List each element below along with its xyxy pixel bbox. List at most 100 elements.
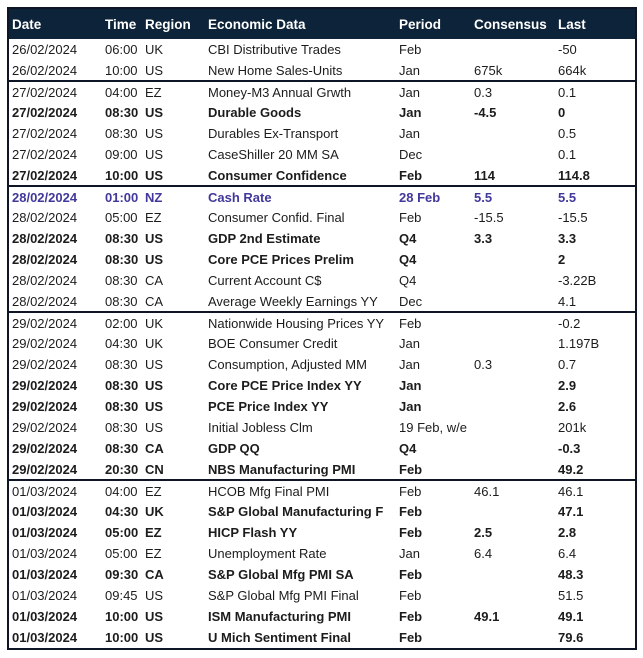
cell-region: UK <box>145 42 164 57</box>
table-row: 01/03/2024 04:30 UK S&P Global Manufacturin… <box>9 501 635 522</box>
cell-time: 06:00 <box>105 42 138 57</box>
cell-last: 49.1 <box>558 609 584 624</box>
cell-consensus <box>471 438 555 459</box>
cell-event: GDP 2nd Estimate <box>208 231 321 246</box>
cell-region: UK <box>145 336 164 351</box>
cell-region: US <box>145 231 164 246</box>
table-row: 28/02/2024 01:00 NZ Cash Rate 28 Feb 5.5 5.5 <box>9 185 635 207</box>
column-header-event: Economic Data <box>205 9 396 39</box>
cell-last: -15.5 <box>558 210 588 225</box>
cell-region: NZ <box>142 185 205 207</box>
cell-region: US <box>145 252 164 267</box>
table-row: 01/03/2024 09:45 US S&P Global Mfg PMI Fina… <box>9 585 635 606</box>
cell-event: Current Account C$ <box>208 273 322 288</box>
table-row: 01/03/2024 09:30 CA S&P Global Mfg PMI SA Fe… <box>9 564 635 585</box>
cell-last: 4.1 <box>558 293 577 309</box>
cell-event: HCOB Mfg Final PMI <box>205 479 396 501</box>
cell-period: Jan <box>399 399 422 414</box>
cell-region: US <box>145 378 164 393</box>
cell-event: S&P Global Manufacturing F <box>208 504 384 519</box>
cell-region: US <box>145 126 164 141</box>
cell-event: Average Weekly Earnings YY <box>208 293 378 309</box>
cell-last: 51.5 <box>558 588 584 603</box>
cell-time: 09:45 <box>105 588 138 603</box>
cell-region: US <box>145 147 164 162</box>
cell-event: CBI Distributive Trades <box>208 42 341 57</box>
cell-date: 01/03/2024 <box>12 525 78 540</box>
cell-date: 29/02/2024 <box>9 311 102 333</box>
cell-time: 02:00 <box>102 311 142 333</box>
column-header-region: Region <box>142 9 205 39</box>
cell-time: 08:30 <box>105 293 138 309</box>
cell-date: 29/02/2024 <box>12 336 78 351</box>
cell-event: S&P Global Mfg PMI SA <box>208 567 354 582</box>
cell-consensus: 46.1 <box>471 479 555 501</box>
cell-time: 05:00 <box>105 525 139 540</box>
cell-period: Jan <box>399 105 422 120</box>
cell-last: 46.1 <box>555 479 635 501</box>
cell-date: 29/02/2024 <box>12 461 78 477</box>
cell-consensus: 6.4 <box>474 546 493 561</box>
cell-last: 0.7 <box>558 357 577 372</box>
cell-consensus: -15.5 <box>474 210 504 225</box>
table-row: 28/02/2024 08:30 US GDP 2nd Estimate Q4 3.3 3.… <box>9 228 635 249</box>
cell-event: BOE Consumer Credit <box>208 336 338 351</box>
cell-date: 01/03/2024 <box>12 588 78 603</box>
cell-period: Feb <box>399 567 423 582</box>
cell-time: 08:30 <box>105 441 139 456</box>
cell-date: 28/02/2024 <box>12 293 78 309</box>
column-header-last: Last <box>555 9 635 39</box>
cell-region: EZ <box>145 210 162 225</box>
cell-consensus <box>471 144 555 165</box>
cell-last: 2.6 <box>558 399 577 414</box>
cell-period: Feb <box>399 630 423 645</box>
cell-last: 49.2 <box>558 461 584 477</box>
cell-last: 2 <box>558 252 566 267</box>
cell-period: 19 Feb, w/e <box>399 420 467 435</box>
cell-event: New Home Sales-Units <box>208 62 343 78</box>
cell-date: 28/02/2024 <box>12 210 78 225</box>
column-header-date: Date <box>9 9 102 39</box>
cell-date: 01/03/2024 <box>9 479 102 501</box>
cell-event: Core PCE Prices Prelim <box>208 252 354 267</box>
cell-period: Jan <box>399 62 420 78</box>
cell-date: 01/03/2024 <box>12 546 78 561</box>
cell-region: US <box>145 630 164 645</box>
cell-consensus: 5.5 <box>471 185 555 207</box>
table-row: 26/02/2024 10:00 US New Home Sales-Units Jan… <box>9 60 635 81</box>
cell-time: 09:00 <box>105 147 138 162</box>
cell-period: Q4 <box>399 273 417 288</box>
cell-consensus: 0.3 <box>474 357 493 372</box>
cell-date: 28/02/2024 <box>12 252 78 267</box>
cell-period: Q4 <box>399 231 417 246</box>
cell-region: EZ <box>145 546 162 561</box>
cell-time: 08:30 <box>105 420 138 435</box>
economic-calendar: Date Time Region Economic Data Period Consens… <box>9 9 635 648</box>
cell-last: -50 <box>558 42 577 57</box>
cell-consensus <box>471 375 555 396</box>
cell-period: Feb <box>396 311 471 333</box>
cell-time: 10:00 <box>105 167 139 183</box>
cell-date: 29/02/2024 <box>12 378 78 393</box>
cell-consensus: 114 <box>474 167 495 183</box>
cell-consensus: 0.3 <box>471 80 555 102</box>
cell-last: -0.2 <box>555 311 635 333</box>
cell-consensus <box>471 291 555 312</box>
cell-region: EZ <box>145 525 162 540</box>
cell-date: 29/02/2024 <box>12 399 78 414</box>
table-row: 01/03/2024 05:00 EZ HICP Flash YY Feb 2.5 2.8 <box>9 522 635 543</box>
cell-period: Feb <box>399 609 423 624</box>
cell-last: 1.197B <box>558 336 600 351</box>
cell-time: 08:30 <box>105 231 139 246</box>
cell-period: Q4 <box>399 252 417 267</box>
cell-event: HICP Flash YY <box>208 525 298 540</box>
cell-region: US <box>145 62 164 78</box>
cell-time: 08:30 <box>105 399 139 414</box>
cell-last: 6.4 <box>558 546 577 561</box>
cell-event: Initial Jobless Clm <box>208 420 313 435</box>
cell-time: 08:30 <box>105 252 139 267</box>
cell-region: US <box>145 588 164 603</box>
cell-date: 27/02/2024 <box>12 167 78 183</box>
cell-region: CA <box>145 441 164 456</box>
cell-consensus <box>471 249 555 270</box>
